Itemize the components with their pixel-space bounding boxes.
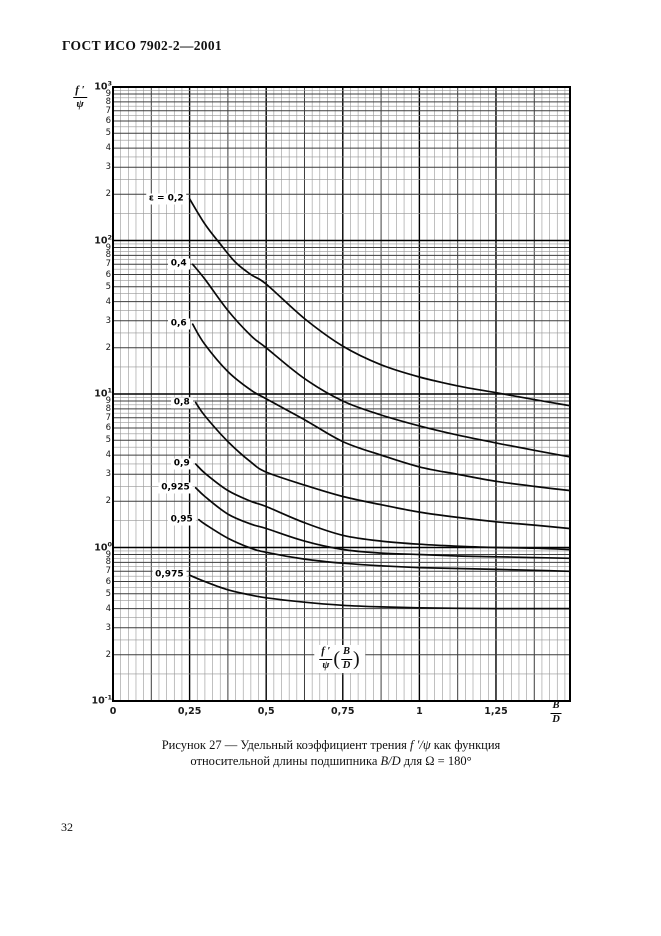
curve-eps-0.6	[191, 323, 571, 492]
curve-eps-0.925	[194, 486, 571, 560]
caption-math: B/D	[380, 754, 401, 768]
plot-frame	[112, 86, 571, 702]
curve-eps-0.9	[194, 463, 571, 551]
figure-caption: Рисунок 27 — Удельный коэффициент трения…	[121, 737, 541, 769]
caption-text: Рисунок 27 — Удельный коэффициент трения	[161, 738, 411, 752]
curve-eps-0.975	[188, 574, 571, 610]
curve-eps-0.4	[191, 263, 571, 458]
caption-text: для Ω = 180°	[400, 754, 472, 768]
caption-math: f ′/ψ	[410, 738, 431, 752]
page-header: ГОСТ ИСО 7902-2—2001	[62, 38, 222, 53]
caption-text: относительной длины подшипника	[190, 754, 381, 768]
caption-text: как функция	[430, 738, 501, 752]
curve-eps-0.2	[188, 197, 571, 407]
curve-eps-0.8	[194, 401, 571, 530]
curve-eps-0.95	[197, 518, 571, 573]
page-number: 32	[61, 820, 73, 834]
